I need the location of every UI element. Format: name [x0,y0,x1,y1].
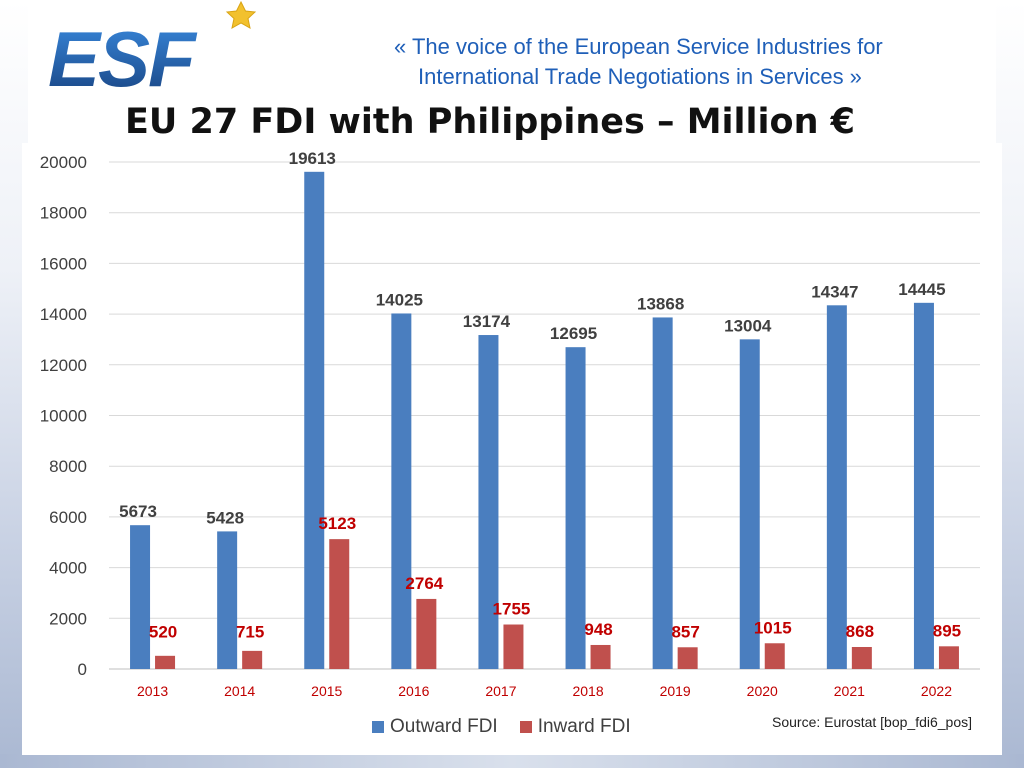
bar-inward [938,646,959,669]
data-label-inward: 715 [236,622,264,641]
data-label-outward: 19613 [289,149,336,168]
y-tick-label: 8000 [49,457,87,476]
legend-item-outward: Outward FDI [372,716,498,738]
data-label-inward: 5123 [318,514,356,533]
y-tick-label: 20000 [40,153,87,172]
bar-inward [764,643,785,669]
bar-outward [565,347,586,669]
x-tick-label: 2014 [224,683,255,699]
bar-inward [416,598,437,669]
bar-outward [652,317,673,669]
x-tick-label: 2020 [747,683,778,699]
x-tick-label: 2017 [485,683,516,699]
bar-outward [739,339,760,669]
bar-outward [391,313,412,669]
legend-swatch-inward [519,721,532,733]
data-label-outward: 5673 [119,502,157,521]
y-tick-label: 6000 [49,508,87,527]
y-tick-label: 4000 [49,559,87,578]
data-label-inward: 520 [149,622,177,641]
bar-outward [130,525,151,669]
x-tick-label: 2021 [834,683,865,699]
source-note: Source: Eurostat [bop_fdi6_pos] [772,714,973,730]
x-tick-label: 2013 [137,683,168,699]
data-label-inward: 948 [584,620,612,639]
y-tick-label: 14000 [40,305,87,324]
data-label-outward: 5428 [206,508,244,527]
chart-panel: 0 2000 4000 6000 8000 10000 12000 14000 16000 180… [22,143,1002,755]
data-label-outward: 14347 [811,282,858,301]
y-tick-label: 12000 [40,356,87,375]
data-label-outward: 13868 [637,294,684,313]
star-icon [225,0,257,29]
data-label-inward: 2764 [405,574,443,593]
bar-outward [478,335,499,669]
tagline: « The voice of the European Service Indu… [380,32,990,92]
bar-outward [826,305,847,669]
tagline-line1: « The voice of the European Service Indu… [394,34,883,59]
background-bottom-band [0,754,1024,768]
bar-outward [304,171,325,669]
y-tick-label: 2000 [49,609,87,628]
data-label-outward: 14025 [376,290,423,309]
data-label-outward: 13004 [724,316,772,335]
data-label-inward: 868 [846,622,874,641]
bar-inward [329,539,350,669]
logo-text: ESF [48,15,198,96]
legend-swatch-outward [372,721,384,733]
bar-inward [242,650,263,669]
data-label-inward: 1015 [754,618,792,637]
data-label-outward: 13174 [463,312,511,331]
x-tick-label: 2015 [311,683,342,699]
x-tick-label: 2022 [921,683,952,699]
data-label-outward: 14445 [898,280,945,299]
y-tick-label: 0 [78,660,87,679]
bar-outward [913,302,934,669]
x-tick-label: 2018 [572,683,603,699]
legend-item-inward: Inward FDI [519,716,631,738]
data-label-outward: 12695 [550,324,597,343]
y-tick-label: 10000 [40,407,87,426]
bar-inward [155,655,176,669]
y-tick-label: 16000 [40,254,87,273]
bar-chart: 0 2000 4000 6000 8000 10000 12000 14000 16000 180… [40,149,980,699]
legend-label-outward: Outward FDI [390,716,498,737]
esf-logo: ESF [48,0,257,96]
bar-inward [677,647,698,669]
tagline-line2: International Trade Negotiations in Serv… [418,64,862,89]
chart-legend: Outward FDI Inward FDI [372,716,631,738]
data-label-inward: 895 [933,621,961,640]
x-tick-label: 2019 [660,683,691,699]
data-label-inward: 1755 [493,600,531,619]
y-tick-label: 18000 [40,204,87,223]
chart-title: EU 27 FDI with Philippines – Million € [124,102,856,142]
bar-inward [851,646,872,669]
bar-inward [503,624,524,669]
bar-inward [590,644,611,669]
bar-outward [217,531,238,669]
legend-label-inward: Inward FDI [537,716,631,737]
x-tick-label: 2016 [398,683,429,699]
data-label-inward: 857 [671,622,699,641]
